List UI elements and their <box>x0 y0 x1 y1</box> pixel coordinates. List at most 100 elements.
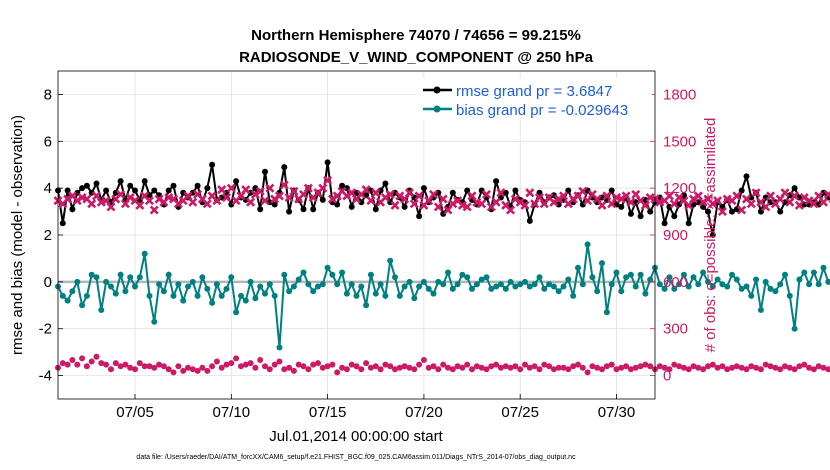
data-point-obs-assimilated <box>477 199 487 209</box>
data-point-rmse-grand <box>729 208 735 215</box>
data-point-bias-grand <box>257 283 264 290</box>
data-point-bias-grand <box>247 278 254 285</box>
data-point-obs-possible <box>714 364 721 371</box>
data-point-rmse-grand <box>271 201 278 208</box>
data-point-obs-assimilated <box>746 199 756 209</box>
data-point-rmse-grand <box>339 182 346 189</box>
data-point-bias-grand <box>473 281 480 288</box>
data-point-bias-grand <box>627 271 634 278</box>
data-point-obs-possible <box>242 361 249 368</box>
data-point-bias-grand <box>136 274 143 281</box>
data-point-rmse-grand <box>777 208 784 215</box>
data-point-obs-possible <box>98 360 105 367</box>
y-axis-label: rmse and bias (model - observation) <box>9 115 26 355</box>
data-point-rmse-grand <box>141 178 148 185</box>
data-point-obs-possible <box>700 366 707 373</box>
data-point-bias-grand <box>733 276 740 283</box>
data-point-stroke <box>602 191 612 201</box>
data-point-obs-possible <box>319 364 326 371</box>
data-point-obs-possible <box>671 361 678 368</box>
data-point-bias-grand <box>488 285 495 292</box>
data-point-obs-possible <box>290 367 297 374</box>
data-point-stroke <box>717 207 727 217</box>
data-point-obs-assimilated <box>385 189 395 199</box>
data-point-stroke <box>756 197 766 207</box>
data-point-obs-possible <box>627 366 634 373</box>
data-point-obs-possible <box>555 364 562 371</box>
data-point-stroke <box>135 200 145 210</box>
data-point-stroke <box>390 200 400 210</box>
data-point-bias-grand <box>820 264 827 271</box>
data-point-obs-possible <box>632 364 639 371</box>
data-point-obs-possible <box>295 361 302 368</box>
data-point-rmse-grand <box>647 208 654 215</box>
data-point-obs-possible <box>729 364 735 371</box>
data-point-stroke <box>626 197 636 207</box>
data-point-bias-grand <box>536 274 543 281</box>
data-point-bias-grand <box>209 299 216 306</box>
data-point-rmse-grand <box>209 161 216 168</box>
data-point-obs-assimilated <box>717 207 727 217</box>
data-point-bias-grand <box>83 292 90 299</box>
data-point-obs-possible <box>199 364 206 371</box>
data-point-rmse-grand <box>83 182 90 189</box>
data-point-obs-possible <box>79 355 86 362</box>
data-point-rmse-grand <box>281 164 288 171</box>
data-point-obs-possible <box>796 363 803 370</box>
data-point-bias-grand <box>262 290 268 297</box>
data-point-obs-possible <box>156 361 163 368</box>
data-point-bias-grand <box>185 283 191 290</box>
data-point-obs-possible <box>180 367 187 374</box>
data-point-bias-grand <box>680 271 687 278</box>
data-point-stroke <box>814 191 824 201</box>
data-point-obs-assimilated <box>371 188 381 198</box>
data-point-obs-possible <box>343 366 350 373</box>
data-point-bias-grand <box>493 283 500 290</box>
data-point-obs-possible <box>647 363 654 370</box>
data-point-obs-possible <box>93 353 100 360</box>
data-point-obs-assimilated <box>640 200 650 210</box>
data-point-rmse-grand <box>372 206 379 213</box>
data-point-bias-grand <box>372 290 379 297</box>
data-point-obs-assimilated <box>404 188 414 198</box>
data-point-bias-grand <box>310 288 317 295</box>
data-point-stroke <box>693 191 703 201</box>
data-point-bias-grand <box>782 271 788 278</box>
data-point-bias-grand <box>286 288 293 295</box>
data-point-obs-possible <box>348 361 355 368</box>
data-point-stroke <box>631 189 641 199</box>
data-point-stroke <box>149 205 159 215</box>
data-point-bias-grand <box>363 302 370 309</box>
data-point-stroke <box>467 191 477 201</box>
data-point-bias-grand <box>238 292 244 299</box>
data-point-stroke <box>429 189 439 199</box>
data-point-rmse-grand <box>627 210 634 217</box>
data-point-obs-possible <box>271 361 278 368</box>
data-point-obs-possible <box>445 364 451 371</box>
data-point-bias-grand <box>74 278 81 285</box>
data-point-bias-grand <box>127 274 134 281</box>
data-point-rmse-grand <box>286 208 293 215</box>
data-point-obs-possible <box>228 360 235 367</box>
data-point-bias-grand <box>642 290 649 297</box>
data-point-obs-possible <box>334 369 341 376</box>
series-group <box>53 159 830 376</box>
data-point-obs-possible <box>772 364 779 371</box>
data-point-stroke <box>193 189 203 199</box>
data-point-obs-assimilated <box>318 183 328 193</box>
data-point-bias-grand <box>382 292 389 299</box>
data-point-stroke <box>438 194 448 204</box>
y-tick-label-left: 0 <box>44 274 52 291</box>
data-point-obs-possible <box>108 366 114 373</box>
data-point-stroke <box>144 196 154 206</box>
data-point-obs-possible <box>599 366 605 373</box>
data-point-bias-grand <box>334 281 341 288</box>
data-point-obs-possible <box>276 358 283 365</box>
data-point-obs-possible <box>440 361 447 368</box>
data-point-obs-possible <box>88 358 95 365</box>
data-point-obs-possible <box>454 363 461 370</box>
data-point-rmse-grand <box>117 178 124 185</box>
data-point-stroke <box>318 183 328 193</box>
data-point-stroke <box>226 183 236 193</box>
data-point-obs-assimilated <box>737 205 747 215</box>
